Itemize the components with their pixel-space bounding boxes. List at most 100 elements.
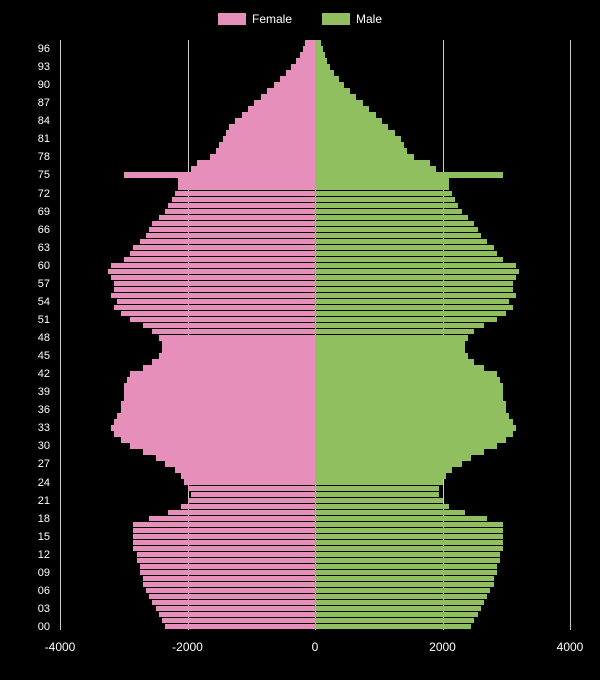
bar-female bbox=[280, 76, 315, 82]
y-tick-label: 72 bbox=[38, 188, 50, 200]
bar-row bbox=[60, 564, 570, 570]
bar-row bbox=[60, 148, 570, 154]
y-tick-label: 96 bbox=[38, 43, 50, 55]
bar-female bbox=[111, 293, 315, 299]
bar-row bbox=[60, 540, 570, 546]
bar-female bbox=[140, 570, 315, 576]
bar-row bbox=[60, 335, 570, 341]
bar-male bbox=[315, 443, 497, 449]
bar-male bbox=[315, 184, 449, 190]
bar-male bbox=[315, 588, 490, 594]
bar-female bbox=[137, 558, 316, 564]
bar-female bbox=[121, 437, 315, 443]
y-tick-label: 63 bbox=[38, 242, 50, 254]
bar-row bbox=[60, 209, 570, 215]
bar-female bbox=[178, 184, 315, 190]
bar-male bbox=[315, 197, 455, 203]
bar-male bbox=[315, 552, 500, 558]
bar-male bbox=[315, 299, 509, 305]
bar-female bbox=[235, 118, 315, 124]
bar-male bbox=[315, 437, 506, 443]
bar-male bbox=[315, 419, 513, 425]
bar-male bbox=[315, 413, 509, 419]
bar-row bbox=[60, 281, 570, 287]
bar-row bbox=[60, 413, 570, 419]
bar-row bbox=[60, 305, 570, 311]
bar-male bbox=[315, 263, 516, 269]
bar-female bbox=[117, 413, 315, 419]
bar-male bbox=[315, 467, 452, 473]
bar-row bbox=[60, 528, 570, 534]
bar-row bbox=[60, 359, 570, 365]
bar-female bbox=[300, 52, 315, 58]
legend-item-male: Male bbox=[322, 12, 382, 26]
bar-female bbox=[143, 449, 315, 455]
bar-male bbox=[315, 76, 339, 82]
y-tick-label: 00 bbox=[38, 621, 50, 633]
bar-male bbox=[315, 407, 506, 413]
bar-row bbox=[60, 178, 570, 184]
bar-male bbox=[315, 251, 497, 257]
bar-female bbox=[149, 594, 315, 600]
bar-row bbox=[60, 130, 570, 136]
bar-row bbox=[60, 377, 570, 383]
bar-row bbox=[60, 106, 570, 112]
bar-male bbox=[315, 317, 497, 323]
bar-female bbox=[152, 600, 315, 606]
bar-female bbox=[111, 425, 315, 431]
bar-row bbox=[60, 70, 570, 76]
bar-female bbox=[117, 299, 315, 305]
bar-female bbox=[114, 281, 315, 287]
bar-female bbox=[303, 46, 315, 52]
bar-female bbox=[162, 341, 315, 347]
bar-row bbox=[60, 227, 570, 233]
bar-row bbox=[60, 142, 570, 148]
bar-row bbox=[60, 160, 570, 166]
bar-female bbox=[168, 510, 315, 516]
bar-row bbox=[60, 166, 570, 172]
bar-male bbox=[315, 239, 487, 245]
bar-row bbox=[60, 154, 570, 160]
bar-female bbox=[121, 311, 315, 317]
bar-row bbox=[60, 353, 570, 359]
bar-male bbox=[315, 118, 382, 124]
bar-row bbox=[60, 582, 570, 588]
bar-row bbox=[60, 552, 570, 558]
bar-row bbox=[60, 401, 570, 407]
bar-male bbox=[315, 269, 519, 275]
bar-row bbox=[60, 570, 570, 576]
bar-female bbox=[172, 197, 315, 203]
bar-row bbox=[60, 479, 570, 485]
bar-female bbox=[127, 377, 315, 383]
bar-row bbox=[60, 257, 570, 263]
bar-male bbox=[315, 257, 503, 263]
y-tick-label: 03 bbox=[38, 603, 50, 615]
bar-row bbox=[60, 46, 570, 52]
bar-row bbox=[60, 461, 570, 467]
bar-row bbox=[60, 52, 570, 58]
bar-female bbox=[210, 154, 315, 160]
bar-row bbox=[60, 467, 570, 473]
bar-row bbox=[60, 88, 570, 94]
y-tick-label: 24 bbox=[38, 477, 50, 489]
bar-female bbox=[108, 269, 315, 275]
bar-row bbox=[60, 510, 570, 516]
bar-row bbox=[60, 317, 570, 323]
bar-female bbox=[133, 528, 315, 534]
bar-female bbox=[274, 82, 315, 88]
y-tick-label: 54 bbox=[38, 296, 50, 308]
x-tick-label: -2000 bbox=[172, 640, 203, 654]
bar-female bbox=[133, 245, 315, 251]
bar-male bbox=[315, 516, 487, 522]
bar-female bbox=[124, 257, 315, 263]
bar-male bbox=[315, 558, 500, 564]
bar-female bbox=[130, 371, 315, 377]
bar-female bbox=[181, 473, 315, 479]
bar-female bbox=[143, 576, 315, 582]
x-tick-label: 0 bbox=[312, 640, 319, 654]
y-tick-label: 27 bbox=[38, 458, 50, 470]
bar-female bbox=[137, 552, 316, 558]
bar-row bbox=[60, 576, 570, 582]
bar-female bbox=[226, 130, 315, 136]
bar-female bbox=[254, 100, 315, 106]
